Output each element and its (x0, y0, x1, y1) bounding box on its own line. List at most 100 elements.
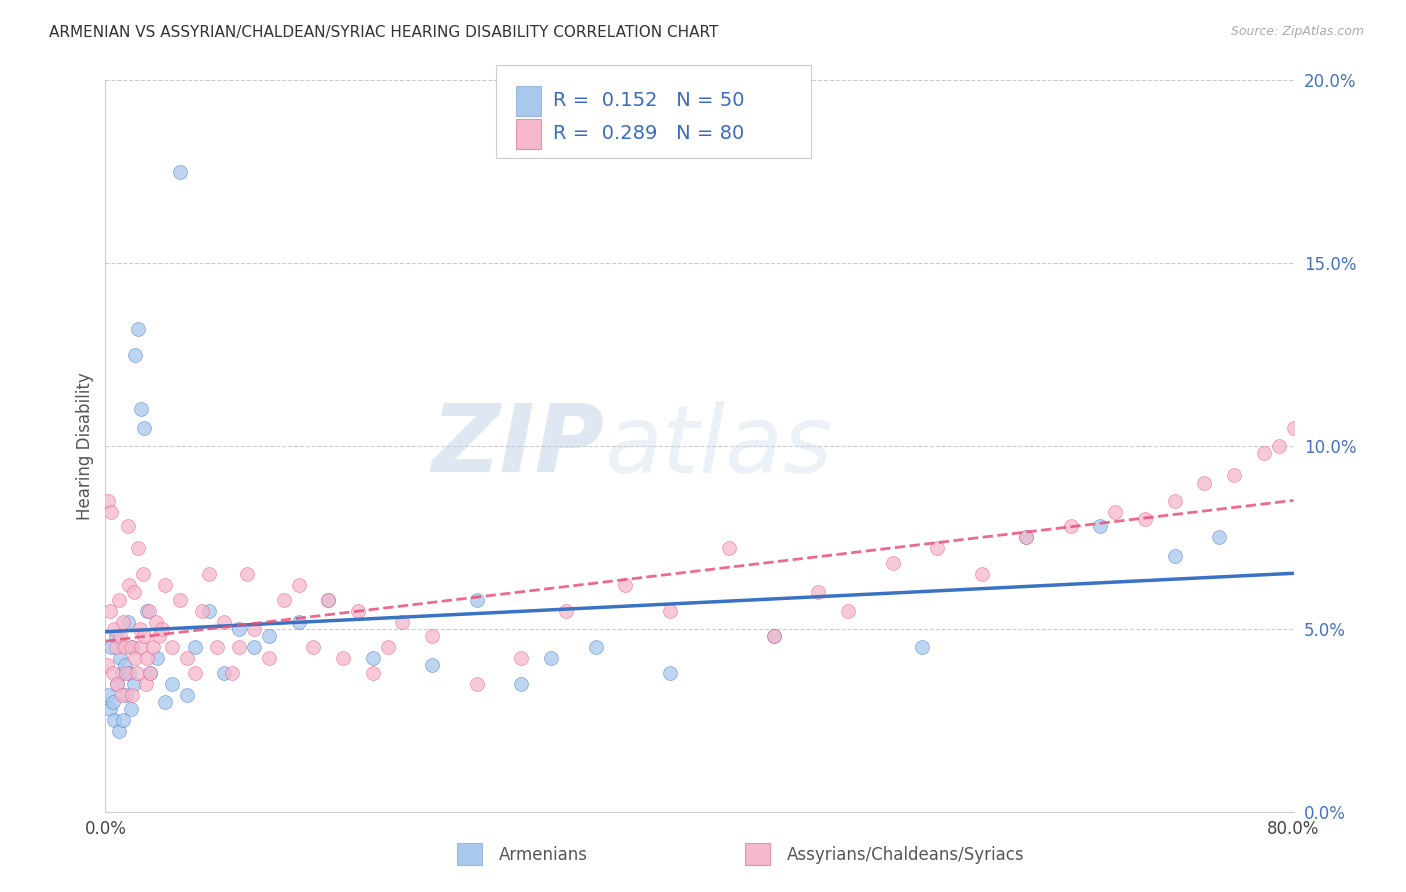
Point (112, 714, 135, 728)
Point (1060, 519, 1083, 533)
Point (228, 622, 250, 636)
Point (104, 629, 127, 643)
Text: ARMENIAN VS ASSYRIAN/CHALDEAN/SYRIAC HEARING DISABILITY CORRELATION CHART: ARMENIAN VS ASSYRIAN/CHALDEAN/SYRIAC HEA… (49, 25, 718, 40)
Point (110, 629, 132, 643)
Point (127, 541, 149, 556)
Text: Armenians: Armenians (499, 846, 588, 863)
Point (105, 676, 128, 690)
Point (101, 695, 124, 709)
Point (316, 592, 339, 607)
Point (128, 622, 150, 636)
Point (198, 603, 221, 617)
Point (1104, 505, 1126, 519)
Point (1015, 530, 1038, 544)
Text: Source: ZipAtlas.com: Source: ZipAtlas.com (1230, 25, 1364, 38)
Point (129, 402, 152, 417)
Point (1164, 494, 1187, 508)
Point (1282, 421, 1305, 435)
Point (120, 702, 142, 716)
Point (112, 615, 135, 629)
Point (658, 665, 681, 680)
Text: R =  0.289   N = 80: R = 0.289 N = 80 (553, 124, 744, 144)
Point (257, 629, 280, 643)
Point (118, 665, 141, 680)
Point (115, 688, 138, 702)
Point (153, 695, 176, 709)
Point (420, 658, 443, 673)
Point (124, 651, 146, 665)
Point (257, 651, 280, 665)
Point (243, 640, 266, 655)
Point (96, 658, 118, 673)
Point (129, 640, 152, 655)
Point (120, 640, 142, 655)
Point (150, 622, 173, 636)
Point (169, 164, 191, 178)
Point (243, 622, 266, 636)
Point (882, 556, 904, 570)
Point (361, 665, 384, 680)
Point (131, 567, 153, 582)
Point (235, 567, 257, 582)
Point (132, 421, 155, 435)
Point (302, 640, 325, 655)
Point (118, 578, 141, 592)
Point (377, 640, 399, 655)
Point (176, 688, 198, 702)
Point (221, 665, 243, 680)
Point (135, 676, 157, 690)
Point (1090, 519, 1112, 533)
Point (153, 578, 176, 592)
Point (183, 640, 205, 655)
Point (1015, 530, 1038, 544)
Point (762, 629, 785, 643)
Point (169, 592, 191, 607)
Point (162, 640, 184, 655)
Point (214, 665, 236, 680)
Point (100, 505, 122, 519)
Point (121, 640, 143, 655)
Text: ZIP: ZIP (432, 400, 605, 492)
Point (132, 629, 155, 643)
Text: Assyrians/Chaldeans/Syriacs: Assyrians/Chaldeans/Syriacs (787, 846, 1025, 863)
Point (1253, 446, 1275, 460)
Point (1267, 439, 1289, 453)
Point (970, 567, 993, 582)
Point (105, 676, 128, 690)
Point (837, 603, 859, 617)
Point (198, 567, 221, 582)
Point (658, 603, 681, 617)
Point (110, 651, 132, 665)
Point (98, 702, 121, 716)
Point (205, 640, 228, 655)
Point (510, 676, 533, 690)
Point (510, 651, 533, 665)
Point (347, 603, 370, 617)
Point (1164, 549, 1187, 563)
Point (361, 651, 384, 665)
Point (1208, 530, 1230, 544)
Point (316, 592, 339, 607)
Point (927, 541, 949, 556)
Point (614, 578, 637, 592)
Point (101, 665, 124, 680)
Point (176, 651, 198, 665)
Point (1194, 475, 1216, 490)
Point (136, 603, 159, 617)
Point (108, 592, 131, 607)
Point (465, 592, 488, 607)
Point (122, 585, 145, 599)
Point (191, 603, 214, 617)
Point (183, 665, 205, 680)
Point (103, 714, 125, 728)
Point (97, 688, 120, 702)
Point (121, 688, 143, 702)
Text: R =  0.152   N = 50: R = 0.152 N = 50 (553, 91, 744, 111)
Point (139, 665, 162, 680)
Point (125, 665, 148, 680)
Point (287, 615, 309, 629)
Point (117, 615, 139, 629)
Point (103, 622, 125, 636)
Point (228, 640, 250, 655)
Point (911, 640, 934, 655)
